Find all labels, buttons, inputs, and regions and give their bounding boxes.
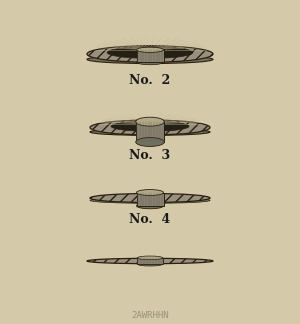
Text: 2AWRHHN: 2AWRHHN — [131, 311, 169, 320]
Bar — [136, 122, 164, 142]
Ellipse shape — [90, 197, 210, 203]
Ellipse shape — [107, 47, 193, 58]
Ellipse shape — [90, 120, 210, 135]
Text: No.  3: No. 3 — [129, 149, 171, 162]
Bar — [137, 258, 163, 264]
Ellipse shape — [136, 60, 164, 65]
Bar — [136, 192, 164, 206]
Ellipse shape — [136, 203, 164, 209]
Ellipse shape — [137, 256, 163, 260]
Ellipse shape — [87, 55, 213, 64]
Ellipse shape — [136, 117, 164, 126]
Ellipse shape — [137, 262, 163, 266]
Ellipse shape — [90, 193, 210, 202]
Ellipse shape — [87, 258, 213, 264]
Ellipse shape — [87, 46, 213, 62]
Ellipse shape — [136, 138, 164, 146]
Ellipse shape — [111, 121, 189, 132]
Text: No.  2: No. 2 — [129, 74, 171, 87]
Text: No.  4: No. 4 — [129, 213, 171, 226]
Bar — [136, 49, 164, 62]
Ellipse shape — [136, 190, 164, 195]
Ellipse shape — [136, 47, 164, 52]
Ellipse shape — [90, 129, 210, 135]
